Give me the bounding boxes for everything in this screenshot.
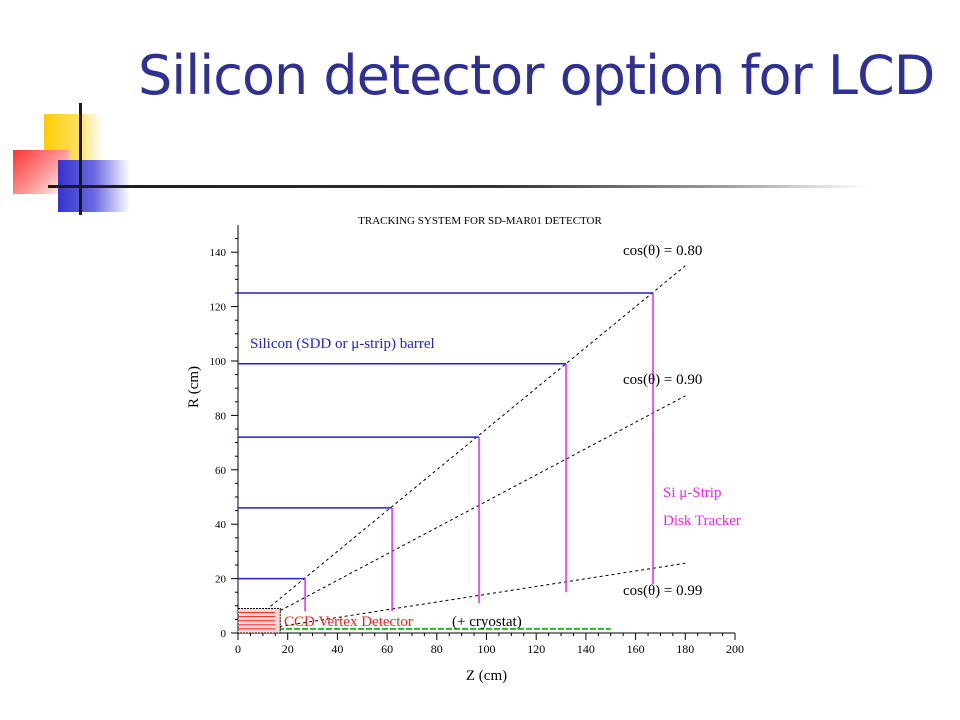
cos-theta-label: cos(θ) = 0.80 <box>623 243 702 259</box>
y-tick-label: 20 <box>215 574 227 586</box>
y-tick-label: 80 <box>215 410 227 422</box>
x-tick-label: 40 <box>331 642 343 656</box>
y-tick-label: 140 <box>210 247 227 259</box>
y-tick-label: 60 <box>215 465 227 477</box>
disk-annotation-line1: Si μ-Strip <box>663 485 721 501</box>
x-tick-label: 120 <box>527 642 545 656</box>
slide-title: Silicon detector option for LCD <box>138 44 935 107</box>
x-tick-label: 160 <box>627 642 645 656</box>
x-axis-label: Z (cm) <box>466 668 507 684</box>
x-tick-label: 180 <box>676 642 694 656</box>
x-tick-label: 60 <box>381 642 393 656</box>
chart-title: TRACKING SYSTEM FOR SD-MAR01 DETECTOR <box>358 215 602 227</box>
y-tick-label: 100 <box>210 356 227 368</box>
cryostat-annotation: (+ cryostat) <box>452 614 522 630</box>
cos-theta-line <box>237 265 686 634</box>
x-tick-label: 100 <box>478 642 496 656</box>
deco-vertical-line <box>79 103 82 215</box>
cos-theta-label: cos(θ) = 0.99 <box>623 583 702 599</box>
y-axis-label: R (cm) <box>186 366 202 408</box>
x-tick-label: 0 <box>235 642 241 656</box>
cos-theta-line <box>237 395 686 634</box>
disk-annotation-line2: Disk Tracker <box>663 513 741 529</box>
x-tick-label: 80 <box>431 642 443 656</box>
y-tick-label: 40 <box>215 519 227 531</box>
x-tick-label: 200 <box>726 642 744 656</box>
barrel-annotation: Silicon (SDD or μ-strip) barrel <box>250 336 435 352</box>
vertex-annotation: CCD Vertex Detector <box>284 614 413 630</box>
y-tick-label: 120 <box>210 302 227 314</box>
cos-theta-label: cos(θ) = 0.90 <box>623 372 702 388</box>
x-tick-label: 20 <box>282 642 294 656</box>
x-tick-label: 140 <box>577 642 595 656</box>
title-underline-rule <box>48 185 868 188</box>
y-tick-label: 0 <box>221 628 227 640</box>
